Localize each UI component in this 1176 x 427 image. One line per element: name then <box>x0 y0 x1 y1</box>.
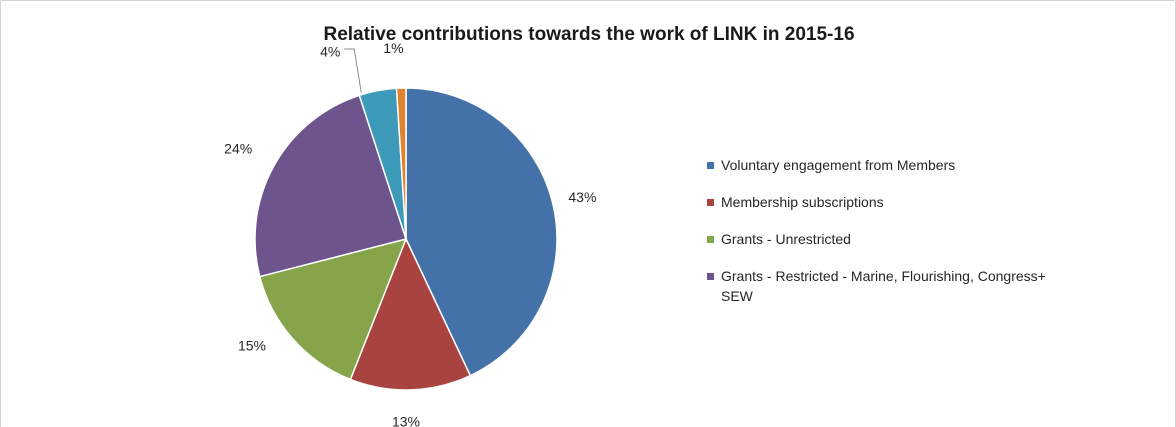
data-label-3: 15% <box>238 338 266 354</box>
legend-item-4: Grants - Restricted - Marine, Flourishin… <box>707 266 1067 306</box>
data-label-leader-line <box>344 48 362 93</box>
pie-slice-1 <box>405 87 558 377</box>
legend-item-1: Voluntary engagement from Members <box>707 155 1067 175</box>
data-label-5: 4% <box>320 44 340 60</box>
data-label-6: 1% <box>383 40 403 56</box>
legend-label: Grants - Unrestricted <box>721 231 851 247</box>
pie-slice-3 <box>258 237 408 381</box>
data-label-1: 43% <box>568 189 596 205</box>
legend-swatch <box>707 273 714 280</box>
chart-legend: Voluntary engagement from Members Members… <box>707 155 1067 323</box>
legend-label: Grants - Restricted - Marine, Flourishin… <box>721 268 1046 304</box>
data-label-4: 24% <box>224 141 252 157</box>
legend-swatch <box>707 162 714 169</box>
pie-slice-2 <box>349 237 472 391</box>
legend-item-2: Membership subscriptions <box>707 192 1067 212</box>
legend-label: Membership subscriptions <box>721 194 884 210</box>
chart-title: Relative contributions towards the work … <box>323 24 855 45</box>
legend-swatch <box>707 236 714 243</box>
legend-item-3: Grants - Unrestricted <box>707 229 1067 249</box>
legend-swatch <box>707 199 714 206</box>
pie-slice-6 <box>395 87 407 240</box>
data-label-2: 13% <box>392 414 420 427</box>
pie-slice-4 <box>254 94 407 278</box>
legend-label: Voluntary engagement from Members <box>721 157 956 173</box>
chart-frame-top-border <box>1 0 1176 1</box>
